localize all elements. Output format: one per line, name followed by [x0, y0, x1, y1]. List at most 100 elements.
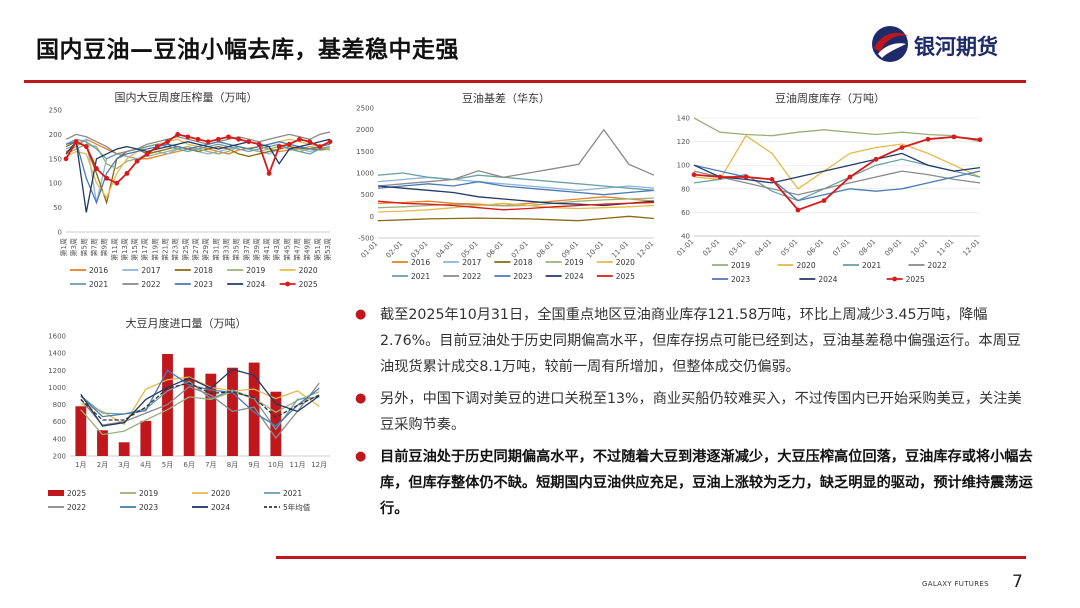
title-divider [24, 80, 1026, 83]
series-line-2024 [377, 185, 655, 207]
y-tick-label: 100 [49, 180, 62, 188]
y-tick-label: 200 [53, 453, 66, 461]
legend-label: 2017 [141, 266, 160, 275]
y-tick-label: 1200 [48, 367, 66, 375]
y-tick-label: 200 [49, 131, 62, 139]
y-tick-label: 800 [53, 401, 66, 409]
point-2025 [114, 180, 120, 186]
series-line-2024 [65, 138, 331, 213]
series-line-2025 [693, 135, 981, 212]
point-2025 [266, 171, 272, 176]
x-tick-label: 第39周 [252, 238, 261, 261]
point-2025 [951, 134, 957, 140]
x-tick-label: 11-01 [610, 240, 630, 260]
x-tick-label: 第17周 [140, 238, 149, 261]
series-line-2022 [80, 382, 320, 440]
legend-label: 2019 [731, 261, 750, 270]
point-2025 [165, 139, 170, 145]
x-tick-label: 12月 [311, 461, 327, 469]
x-tick-label: 9月 [248, 461, 259, 469]
y-tick-label: 2000 [356, 126, 374, 134]
bar-2025 [118, 442, 130, 456]
page-number: 7 [1012, 572, 1023, 592]
y-tick-label: 50 [53, 204, 62, 212]
legend-label: 2019 [139, 489, 158, 498]
series-line-2024 [693, 152, 981, 184]
stock-chart: 豆油周度库存（万吨） 40 60 80 100 120 140 01-01 02-01 03-01… [675, 91, 983, 284]
y-tick-label: -500 [358, 235, 374, 243]
point-2025 [195, 136, 201, 142]
x-tick-label: 7月 [205, 461, 216, 469]
commentary-item: ● 另外，中国下调对美豆的进口关税至13%，商业买船仍较难买入，不过传国内已开始… [355, 386, 1035, 438]
legend-label: 2020 [299, 266, 318, 275]
series-line-2019 [377, 197, 655, 209]
point-2025 [327, 139, 333, 145]
legend-label: 2016 [411, 258, 430, 267]
imports-chart: 大豆月度进口量（万吨） 200 400 600 800 1000 1200 1400 1600 1… [48, 316, 330, 512]
y-tick-label: 0 [58, 229, 62, 237]
point-2025 [94, 166, 99, 171]
bullet-dot-icon: ● [355, 449, 367, 464]
legend-label: 2023 [194, 280, 213, 289]
point-2025 [124, 171, 130, 176]
brand-logo: 银河期货 [868, 22, 1048, 70]
x-tick-label: 第41周 [262, 238, 271, 261]
y-tick-label: 600 [53, 418, 66, 426]
legend-label: 2021 [862, 261, 881, 270]
legend-label: 2024 [818, 275, 837, 284]
x-tick-label: 第27周 [191, 238, 200, 261]
x-tick-label: 03-01 [727, 238, 747, 258]
y-tick-label: 120 [677, 138, 690, 146]
x-tick-label: 第3周 [69, 238, 78, 256]
point-2025 [977, 137, 983, 143]
point-2025 [317, 144, 323, 149]
y-tick-label: 500 [361, 191, 374, 199]
bar-2025 [97, 430, 108, 456]
commentary-text: 截至2025年10月31日，全国重点地区豆油商业库存121.58万吨，环比上周减… [380, 307, 1021, 375]
x-tick-label: 第33周 [221, 238, 230, 261]
legend-marker [285, 281, 290, 287]
commentary-item-conclusion: ● 目前豆油处于历史同期偏高水平，不过随着大豆到港逐渐减少，大豆压榨高位回落，豆… [355, 444, 1035, 522]
x-tick-label: 第5周 [79, 238, 88, 256]
bullet-dot-icon: ● [355, 391, 367, 406]
x-tick-label: 02-01 [384, 240, 404, 260]
series-line-2021 [377, 172, 655, 191]
x-tick-label: 第19周 [150, 238, 159, 261]
point-2025 [717, 174, 723, 180]
point-2025 [236, 136, 242, 142]
x-tick-label: 11月 [290, 461, 306, 469]
galaxy-logo-icon [872, 26, 908, 62]
y-tick-label: 1600 [48, 333, 66, 341]
bullet-dot-icon: ● [355, 307, 367, 322]
logo-text: 银河期货 [914, 35, 998, 59]
legend-marker [892, 276, 898, 282]
bar-2025 [270, 391, 282, 456]
x-tick-label: 2月 [97, 461, 108, 469]
point-2025 [873, 156, 879, 162]
bar-2025 [205, 373, 217, 456]
legend-label: 2016 [89, 266, 108, 275]
x-tick-label: 03-01 [410, 240, 430, 260]
bar-2025 [75, 406, 87, 456]
commentary-list: ● 截至2025年10月31日，全国重点地区豆油商业库存121.58万吨，环比上… [355, 302, 1035, 528]
x-tick-label: 5月 [162, 461, 173, 469]
x-tick-label: 第29周 [201, 238, 210, 261]
x-tick-label: 05-01 [779, 238, 799, 258]
legend-label: 2020 [211, 489, 230, 498]
legend-label: 2025 [67, 489, 86, 498]
x-tick-label: 07-01 [510, 240, 530, 260]
series-line-2020 [377, 202, 655, 213]
footer-divider [276, 556, 1026, 559]
bar-2025 [140, 420, 152, 456]
legend-label: 2023 [139, 503, 158, 512]
y-tick-label: 40 [681, 233, 690, 241]
series-line-2020 [693, 134, 981, 190]
x-tick-label: 04-01 [753, 238, 773, 258]
series-line-2023 [377, 181, 655, 196]
y-tick-label: 1400 [48, 350, 66, 358]
series-line-2022 [693, 170, 981, 196]
x-tick-label: 07-01 [831, 238, 851, 258]
x-tick-label: 09-01 [883, 238, 903, 258]
bar-2025 [248, 362, 260, 456]
x-tick-label: 10-01 [909, 238, 929, 258]
